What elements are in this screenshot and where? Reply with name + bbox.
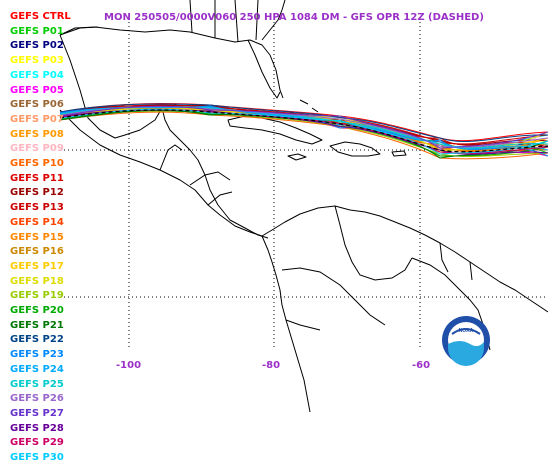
legend-item: GEFS P04 (10, 69, 64, 81)
map-figure: NOAA MON 250505/0000V060 250 HPA 1084 DM… (10, 0, 548, 463)
puerto-rico (391, 150, 407, 157)
legend-item: GEFS P02 (10, 40, 64, 52)
us-mexico-border (59, 26, 99, 36)
map-canvas: NOAA (59, 0, 548, 412)
legend-item: GEFS P26 (10, 393, 64, 405)
colombia-venezuela-border (334, 205, 413, 281)
south-america-west-coast (261, 235, 311, 412)
legend-item: GEFS P25 (10, 378, 64, 390)
legend-item: GEFS P29 (10, 437, 64, 449)
hispaniola (329, 141, 381, 157)
atlantic-us-coast (261, 0, 286, 41)
map-title: MON 250505/0000V060 250 HPA 1084 DM - GF… (104, 12, 484, 23)
ensemble-member-contour (59, 108, 548, 155)
guyana-border (439, 242, 473, 281)
legend: GEFS CTRL GEFS P01 GEFS P02 GEFS P03 GEFS P0… (10, 10, 71, 466)
jamaica (287, 153, 307, 161)
logo-wave-icon (448, 341, 484, 366)
legend-item: GEFS P09 (10, 143, 64, 155)
legend-item: GEFS P08 (10, 128, 64, 140)
legend-item: GEFS P14 (10, 216, 64, 228)
gfs-operational-contour (59, 109, 548, 153)
lat-lon-grid (60, 22, 548, 350)
lon-label-100: -100 (116, 360, 142, 371)
legend-item: GEFS P07 (10, 113, 64, 125)
legend-item: GEFS P20 (10, 305, 64, 317)
legend-item: GEFS P24 (10, 363, 64, 375)
mexico-pacific-coast (59, 109, 263, 237)
legend-item: GEFS P30 (10, 452, 64, 464)
nicaragua-border (207, 191, 233, 206)
legend-item: GEFS P17 (10, 260, 64, 272)
legend-item: GEFS P28 (10, 422, 64, 434)
legend-item: GEFS P11 (10, 172, 64, 184)
ensemble-member-contour (59, 105, 548, 149)
guatemala-border (159, 144, 183, 171)
noaa-logo: NOAA (442, 316, 490, 366)
lon-label-60: -60 (412, 360, 431, 371)
north-america-coast (59, 26, 284, 99)
legend-item: GEFS P06 (10, 99, 64, 111)
legend-item: GEFS P13 (10, 202, 64, 214)
ensemble-member-contour (59, 103, 548, 143)
legend-item: GEFS P19 (10, 290, 64, 302)
legend-item: GEFS P16 (10, 246, 64, 258)
legend-item: GEFS P21 (10, 319, 64, 331)
mexico-gulf-coast (59, 34, 196, 139)
south-america-coast (261, 205, 548, 313)
colombia-ecuador-peru (281, 267, 386, 331)
legend-item: GEFS P15 (10, 231, 64, 243)
legend-item: GEFS P27 (10, 407, 64, 419)
legend-item: GEFS P10 (10, 158, 64, 170)
political-borders (59, 0, 491, 351)
legend-item: GEFS P18 (10, 275, 64, 287)
legend-item: GEFS P23 (10, 349, 64, 361)
logo-bird-icon (451, 328, 481, 335)
legend-item: GEFS CTRL (10, 11, 71, 22)
legend-item: GEFS P03 (10, 55, 64, 67)
logo-text: NOAA (459, 328, 474, 334)
florida-coast (247, 39, 281, 99)
honduras-border (189, 171, 231, 186)
legend-item: GEFS P12 (10, 187, 64, 199)
legend-item: GEFS P05 (10, 84, 64, 96)
us-state-lines (189, 0, 259, 43)
legend-item: GEFS P22 (10, 334, 64, 346)
lon-label-80: -80 (262, 360, 281, 371)
legend-item: GEFS P01 (10, 25, 64, 37)
